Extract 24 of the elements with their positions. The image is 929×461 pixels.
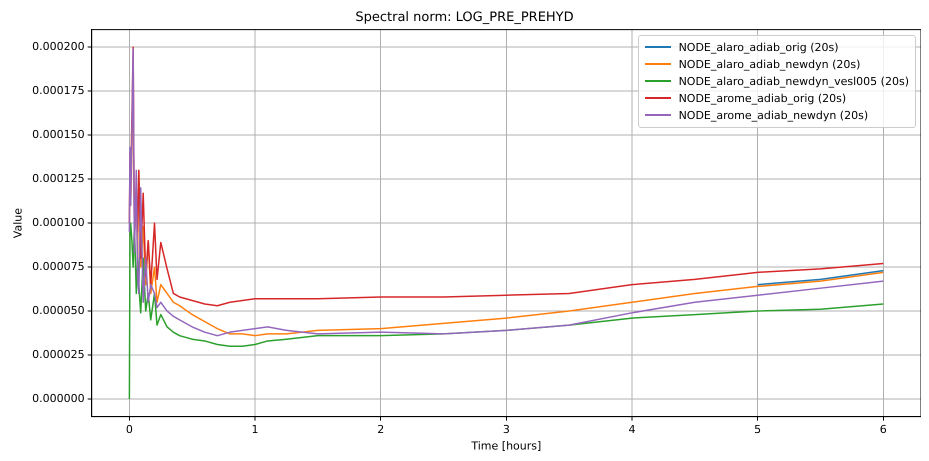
x-tick-label: 4 <box>628 423 636 436</box>
chart-title: Spectral norm: LOG_PRE_PREHYD <box>355 10 574 26</box>
x-tick-label: 2 <box>377 423 384 436</box>
y-tick-label: 0.000000 <box>32 392 85 405</box>
y-tick-label: 0.000050 <box>32 304 85 317</box>
x-tick-label: 6 <box>880 423 887 436</box>
legend-label: NODE_alaro_adiab_newdyn (20s) <box>678 56 860 73</box>
x-tick-label: 0 <box>126 423 133 436</box>
y-tick-label: 0.000175 <box>32 84 85 98</box>
x-tick-label: 3 <box>502 423 510 436</box>
legend-label: NODE_arome_adiab_newdyn (20s) <box>678 108 868 124</box>
y-tick-label: 0.000125 <box>32 172 85 185</box>
y-tick-label: 0.000075 <box>32 260 85 273</box>
x-axis-title: Time [hours] <box>470 439 542 452</box>
legend-label: NODE_alaro_adiab_newdyn_vesl005 (20s) <box>678 74 909 90</box>
y-tick-label: 0.000100 <box>32 216 85 229</box>
y-tick-label: 0.000150 <box>32 128 85 142</box>
legend-label: NODE_alaro_adiab_orig (20s) <box>678 40 839 56</box>
x-tick-label: 1 <box>252 423 259 436</box>
y-tick-label: 0.000025 <box>32 348 85 361</box>
y-tick-label: 0.000200 <box>32 40 85 54</box>
y-axis-title: Value <box>11 208 24 238</box>
legend-label: NODE_arome_adiab_orig (20s) <box>678 90 846 107</box>
x-tick-label: 5 <box>754 423 762 436</box>
